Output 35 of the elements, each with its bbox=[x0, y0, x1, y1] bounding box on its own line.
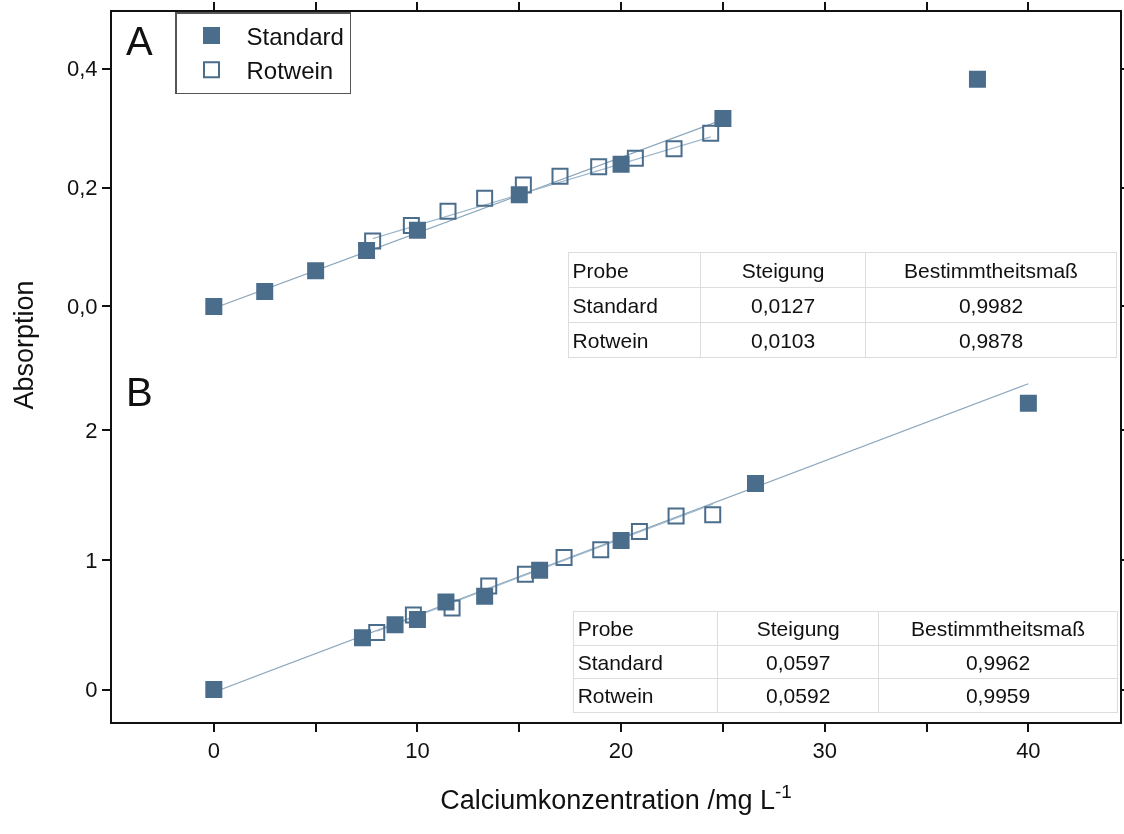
annotation: 0,0103 bbox=[700, 322, 866, 358]
y-tick-label: 1 bbox=[85, 547, 98, 573]
annotation: 0,9959 bbox=[878, 678, 1118, 713]
annotation: 0,0592 bbox=[717, 678, 879, 713]
x-tick-label: 40 bbox=[1016, 738, 1041, 764]
y-tick-label: 0,0 bbox=[67, 294, 98, 320]
y-tick-label: 0,4 bbox=[67, 56, 98, 82]
y-tick-label: 2 bbox=[85, 418, 98, 444]
annotation: Probe bbox=[568, 252, 701, 288]
x-axis-title: Calciumkonzentration /mg L$^{-1}$ bbox=[440, 780, 792, 816]
y-tick-label: 0 bbox=[85, 677, 98, 703]
x-tick-label: 10 bbox=[405, 738, 430, 764]
x-tick-label: 30 bbox=[812, 738, 837, 764]
annotation: 0,9878 bbox=[865, 322, 1117, 358]
y-axis-title: Absorption bbox=[8, 280, 40, 410]
y-tick-label: 0,2 bbox=[67, 175, 98, 201]
x-tick-label: 20 bbox=[608, 738, 634, 764]
annotation: Steigung bbox=[717, 611, 879, 646]
annotation: Bestimmtheitsmaß bbox=[865, 252, 1117, 288]
annotation: Probe bbox=[573, 611, 718, 646]
annotation: Rotwein bbox=[568, 322, 701, 358]
annotation: 0,9962 bbox=[878, 645, 1118, 679]
x-tick-label: 0 bbox=[207, 738, 220, 764]
annotation: Bestimmtheitsmaß bbox=[878, 611, 1118, 646]
legend-label: Standard bbox=[246, 22, 344, 50]
annotation: 0,0127 bbox=[700, 287, 866, 323]
annotation: 0,0597 bbox=[717, 645, 879, 679]
annotation: Standard bbox=[573, 645, 718, 679]
annotation: 0,9982 bbox=[865, 287, 1117, 323]
annotation: Steigung bbox=[700, 252, 866, 288]
chart-title: A bbox=[126, 19, 153, 63]
legend-label: Rotwein bbox=[246, 57, 334, 85]
annotation: Standard bbox=[568, 287, 701, 323]
annotation: Rotwein bbox=[573, 678, 718, 713]
chart-title: B bbox=[126, 370, 153, 414]
